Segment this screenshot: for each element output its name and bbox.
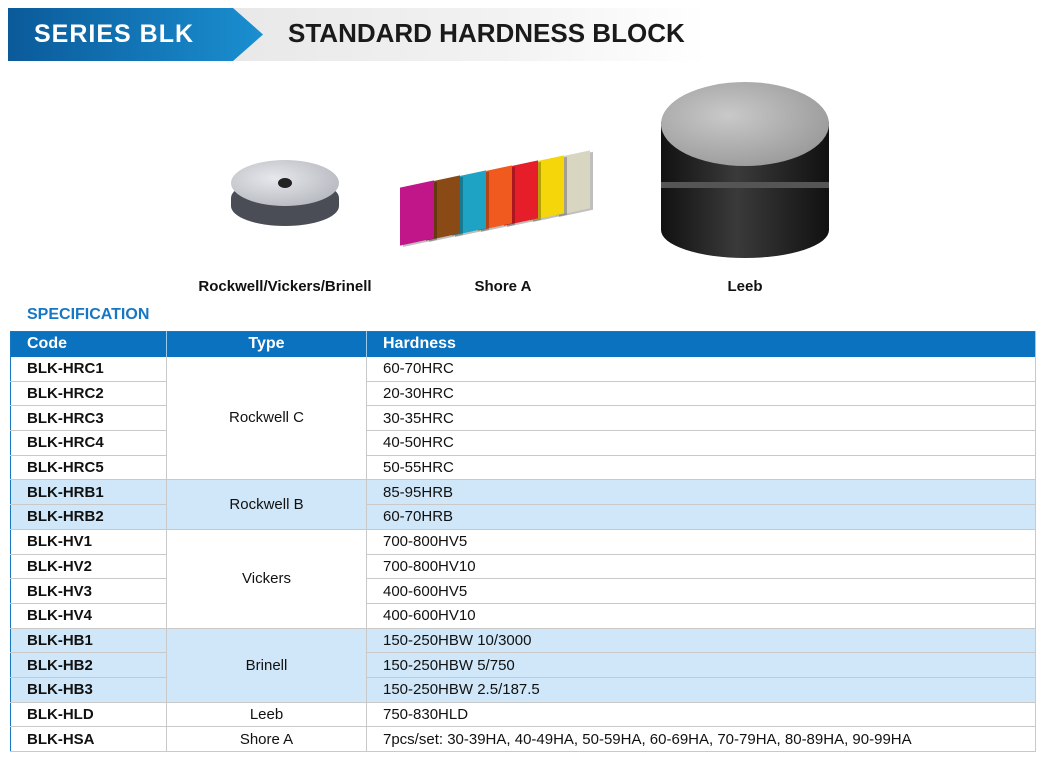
cell-hardness: 400-600HV10 xyxy=(366,603,1036,629)
cell-type: Shore A xyxy=(166,726,367,752)
table-row: BLK-HV2 700-800HV10 xyxy=(10,554,1036,580)
table-row: BLK-HB3 150-250HBW 2.5/187.5 xyxy=(10,677,1036,703)
cell-hardness: 150-250HBW 10/3000 xyxy=(366,628,1036,654)
shore-blocks-image xyxy=(400,150,610,250)
cell-hardness: 750-830HLD xyxy=(366,702,1036,728)
table-row: BLK-HB2 150-250HBW 5/750 xyxy=(10,652,1036,678)
table-row: BLK-HV4 400-600HV10 xyxy=(10,603,1036,629)
cell-hardness: 60-70HRC xyxy=(366,356,1036,382)
rockwell-block-image xyxy=(231,160,339,234)
cell-type: Rockwell B xyxy=(166,479,367,530)
cell-hardness: 7pcs/set: 30-39HA, 40-49HA, 50-59HA, 60-… xyxy=(366,726,1036,752)
cell-code: BLK-HB2 xyxy=(10,652,167,678)
column-header-code: Code xyxy=(10,331,167,357)
table-row: BLK-HV3 400-600HV5 xyxy=(10,578,1036,604)
shore-block xyxy=(400,180,434,246)
table-row: BLK-HRB1 Rockwell B 85-95HRB xyxy=(10,479,1036,530)
table-row: BLK-HLD Leeb 750-830HLD xyxy=(10,702,1036,728)
cell-code: BLK-HRC1 xyxy=(10,356,167,382)
specification-heading: SPECIFICATION xyxy=(27,306,150,323)
cell-code: BLK-HRC4 xyxy=(10,430,167,456)
table-row: BLK-HRC5 50-55HRC xyxy=(10,455,1036,481)
table-row: BLK-HRC3 30-35HRC xyxy=(10,405,1036,432)
cell-code: BLK-HRC3 xyxy=(10,405,167,432)
table-row: BLK-HRC2 20-30HRC xyxy=(10,381,1036,407)
caption-shore: Shore A xyxy=(474,278,532,295)
cell-code: BLK-HRB1 xyxy=(10,479,167,506)
cell-hardness: 700-800HV5 xyxy=(366,529,1036,555)
table-row: BLK-HRC4 40-50HRC xyxy=(10,430,1036,456)
table-row: BLK-HB1 Brinell 150-250HBW 10/3000 xyxy=(10,628,1036,703)
cell-code: BLK-HB1 xyxy=(10,628,167,654)
cell-hardness: 150-250HBW 2.5/187.5 xyxy=(366,677,1036,703)
caption-rockwell: Rockwell/Vickers/Brinell xyxy=(198,278,372,295)
cell-type: Vickers xyxy=(166,529,367,629)
cell-code: BLK-HV3 xyxy=(10,578,167,604)
cell-code: BLK-HRC2 xyxy=(10,381,167,407)
specification-table: Code Type Hardness BLK-HRC1 Rockwell C 60-… xyxy=(10,331,1036,752)
cell-hardness: 85-95HRB xyxy=(366,479,1036,506)
table-row: BLK-HSA Shore A 7pcs/set: 30-39HA, 40-49HA… xyxy=(10,726,1036,752)
column-header-hardness: Hardness xyxy=(366,331,1036,357)
cell-hardness: 150-250HBW 5/750 xyxy=(366,652,1036,678)
cell-type: Leeb xyxy=(166,702,367,728)
cell-code: BLK-HSA xyxy=(10,726,167,752)
leeb-block-image xyxy=(661,82,829,258)
cell-code: BLK-HV4 xyxy=(10,603,167,629)
cell-code: BLK-HB3 xyxy=(10,677,167,703)
cell-hardness: 60-70HRB xyxy=(366,504,1036,530)
cell-code: BLK-HRC5 xyxy=(10,455,167,481)
caption-leeb: Leeb xyxy=(727,278,763,295)
cell-hardness: 20-30HRC xyxy=(366,381,1036,407)
table-row: BLK-HV1 Vickers 700-800HV5 xyxy=(10,529,1036,629)
cell-code: BLK-HLD xyxy=(10,702,167,728)
series-label: SERIES BLK xyxy=(8,8,263,61)
cell-type: Rockwell C xyxy=(166,356,367,481)
cell-code: BLK-HV1 xyxy=(10,529,167,555)
cell-hardness: 700-800HV10 xyxy=(366,554,1036,580)
cell-hardness: 400-600HV5 xyxy=(366,578,1036,604)
cell-code: BLK-HRB2 xyxy=(10,504,167,530)
table-row: BLK-HRC1 Rockwell C 60-70HRC xyxy=(10,356,1036,481)
cell-code: BLK-HV2 xyxy=(10,554,167,580)
cell-hardness: 30-35HRC xyxy=(366,405,1036,432)
table-row: BLK-HRB2 60-70HRB xyxy=(10,504,1036,530)
page-title: STANDARD HARDNESS BLOCK xyxy=(288,18,685,48)
column-header-type: Type xyxy=(166,331,367,357)
cell-hardness: 50-55HRC xyxy=(366,455,1036,481)
cell-type: Brinell xyxy=(166,628,367,703)
cell-hardness: 40-50HRC xyxy=(366,430,1036,456)
